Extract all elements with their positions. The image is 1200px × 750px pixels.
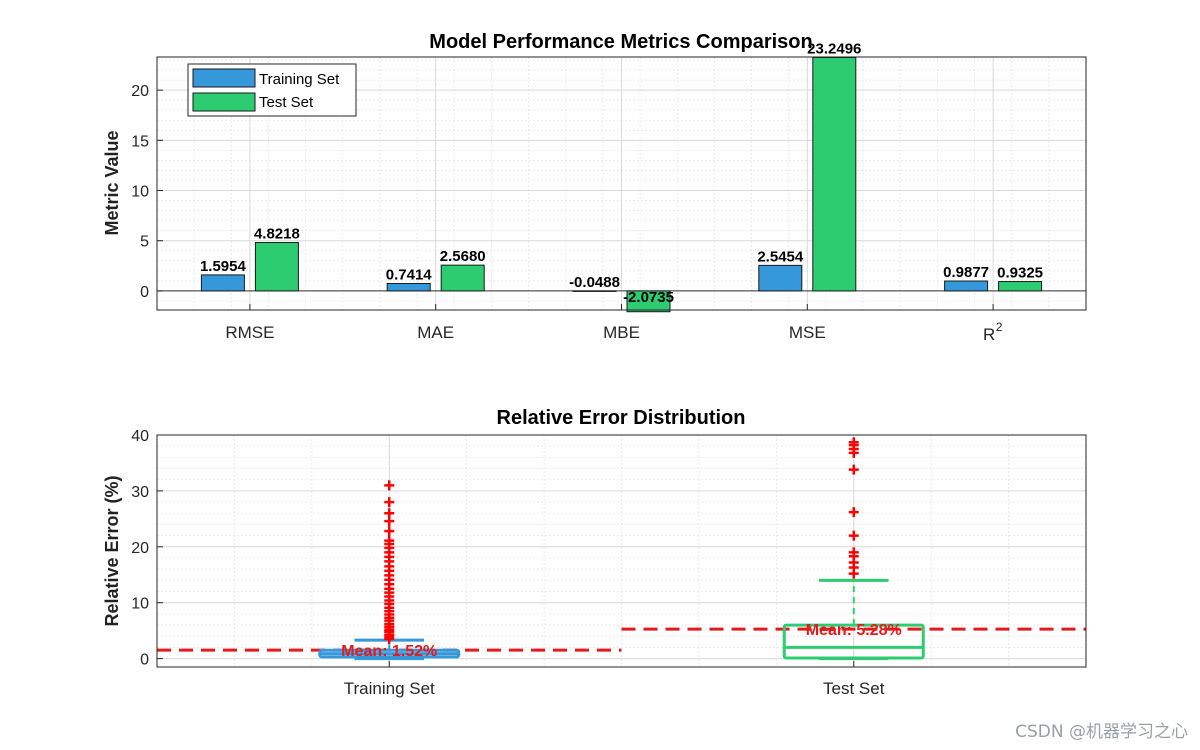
x-tick-label: MAE <box>417 323 454 342</box>
bar-training-mbe <box>572 290 617 292</box>
outlier-marker <box>848 547 859 558</box>
plot-frame <box>156 434 1087 668</box>
y-tick-label: 10 <box>131 184 149 201</box>
watermark-text: CSDN @机器学习之心 <box>1015 722 1188 742</box>
bar-value-label: 0.7414 <box>386 266 433 283</box>
outlier-marker <box>848 464 859 475</box>
bar-value-label: 0.9877 <box>943 264 989 281</box>
y-tick-label: 20 <box>131 83 149 100</box>
y-tick-label: 10 <box>131 596 149 613</box>
metrics-bar-chart: Model Performance Metrics Comparison 1.5… <box>102 31 1087 344</box>
box-test-set <box>782 623 925 660</box>
x-tick-label: MSE <box>789 323 826 342</box>
bar-value-label: 23.2496 <box>807 41 861 58</box>
y-tick-label: 0 <box>140 284 149 301</box>
y-tick-label: 0 <box>140 652 149 669</box>
mean-label-test-set: Mean: 5.28% <box>806 622 902 639</box>
bar-training-r2 <box>944 280 989 292</box>
outlier-marker <box>848 530 859 541</box>
bar-value-label: 2.5680 <box>440 248 486 265</box>
x-tick-label: Training Set <box>344 679 435 698</box>
x-tick-label: MBE <box>603 323 640 342</box>
legend-swatch-training <box>192 68 256 88</box>
bar-training-rmse <box>200 274 245 292</box>
bar-value-label: 4.8218 <box>254 226 300 243</box>
y-tick-label: 5 <box>140 234 149 251</box>
outlier-marker <box>384 480 395 491</box>
y-tick-label: 30 <box>131 484 149 501</box>
outlier-marker <box>848 507 859 518</box>
outlier-marker <box>384 497 395 508</box>
outlier-marker <box>384 535 395 546</box>
legend-label-training: Training Set <box>259 71 340 88</box>
y-tick-label: 40 <box>131 428 149 445</box>
legend-swatch-test <box>192 92 256 112</box>
bar-value-label: 1.5954 <box>200 258 247 275</box>
bar-training-mse <box>758 264 803 292</box>
bar-training-mae <box>386 282 431 292</box>
legend: Training Set Test Set <box>187 63 357 117</box>
bar-value-label: -0.0488 <box>569 274 620 291</box>
y-axis-label: Relative Error (%) <box>102 475 122 626</box>
bar-value-label: -2.0735 <box>623 289 674 306</box>
x-tick-label-superscript: 2 <box>996 320 1003 334</box>
y-tick-label: 20 <box>131 540 149 557</box>
y-axis-label: Metric Value <box>102 130 122 235</box>
bar-test-mbe <box>626 290 671 313</box>
legend-label-test: Test Set <box>259 94 314 111</box>
x-tick-label: Test Set <box>823 679 885 698</box>
bar-value-label: 2.5454 <box>757 248 804 265</box>
x-tick-label: RMSE <box>225 323 274 342</box>
chart-title: Relative Error Distribution <box>497 407 746 429</box>
error-box-chart: Relative Error Distribution Mean: 1.52% M… <box>102 407 1087 698</box>
bar-test-mse <box>812 57 857 292</box>
mean-label-training-set: Mean: 1.52% <box>341 643 437 660</box>
bar-value-label: 0.9325 <box>997 265 1043 282</box>
outlier-marker <box>848 437 859 448</box>
chart-title: Model Performance Metrics Comparison <box>429 31 812 53</box>
x-tick-label: R <box>983 325 995 344</box>
bar-test-mae <box>440 264 485 292</box>
outlier-marker <box>384 526 395 537</box>
bar-test-rmse <box>254 242 299 292</box>
y-tick-label: 15 <box>131 133 149 150</box>
bar-test-r2 <box>998 281 1043 292</box>
outlier-marker <box>384 508 395 519</box>
